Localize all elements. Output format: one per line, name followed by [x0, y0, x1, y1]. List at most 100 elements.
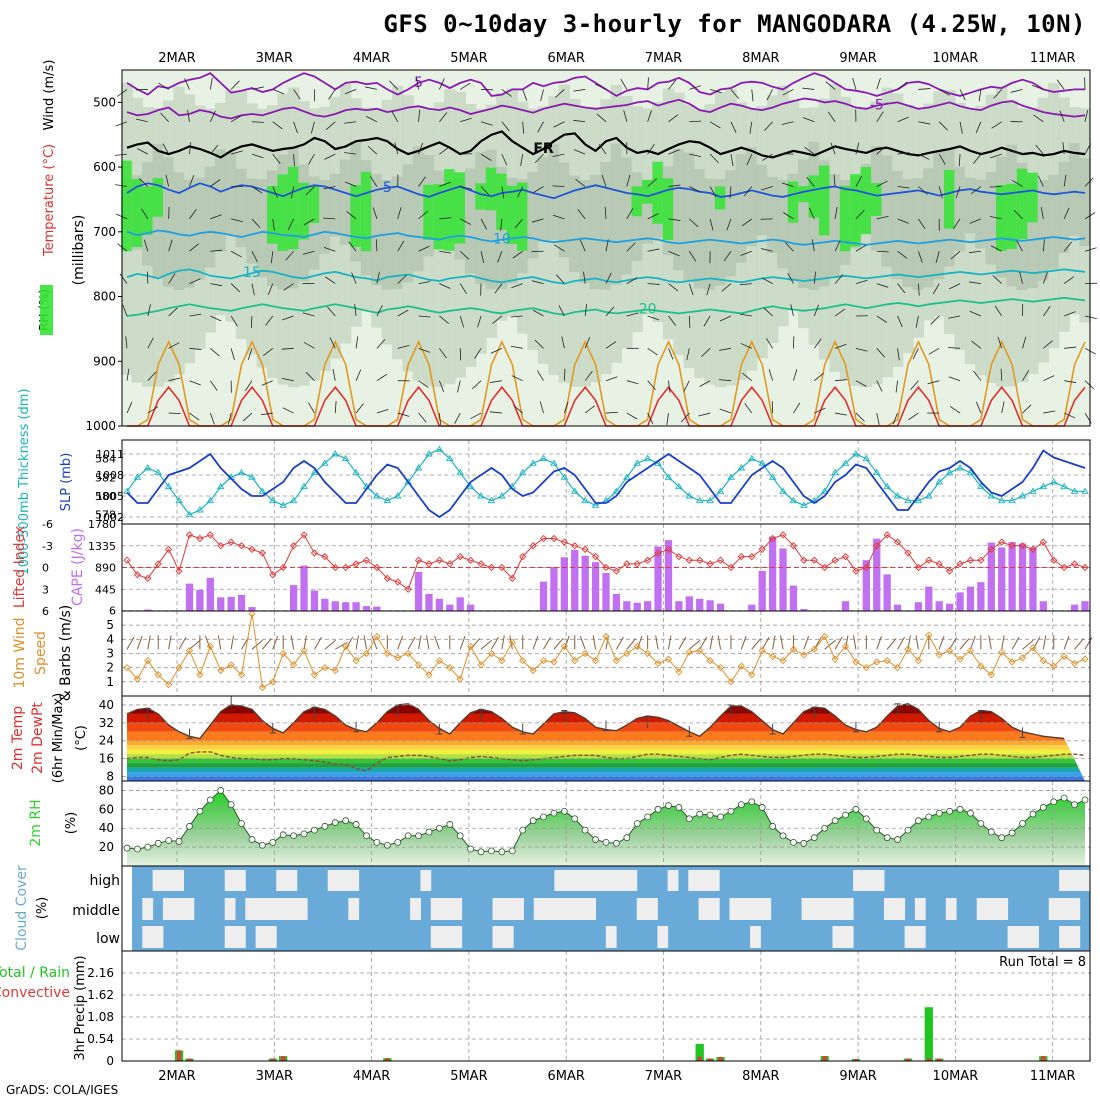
upper-wind-barb — [281, 378, 294, 382]
wind-speed-point — [175, 664, 183, 672]
rh-point — [352, 821, 360, 828]
upper-wind-barb — [1019, 271, 1023, 284]
rh-point — [685, 815, 693, 823]
thickness-point — [935, 478, 944, 485]
wind-speed-point — [165, 681, 173, 689]
cape-bar — [466, 604, 475, 611]
upper-wind-barb — [143, 239, 149, 252]
upper-wind-barb — [367, 145, 378, 155]
surface-wind-barb — [1063, 635, 1070, 650]
upper-wind-barb — [688, 283, 694, 296]
rh-point — [290, 832, 298, 840]
page-title: GFS 0~10day 3-hourly for MANGODARA (4.25… — [383, 10, 1086, 38]
rh-shade-green — [943, 169, 956, 229]
cloud-cell — [245, 898, 257, 920]
lifted-index-point — [893, 538, 902, 546]
rh-point — [904, 826, 912, 834]
upper-wind-barb — [626, 412, 638, 420]
lifted-index-point — [987, 545, 995, 554]
cloud-cell — [224, 898, 236, 920]
lifted-index-point — [768, 534, 777, 543]
precip-convective-bar — [708, 1058, 713, 1061]
rh-point — [165, 837, 173, 844]
lifted-tick-label: -3 — [42, 540, 53, 553]
cloud-cell — [976, 898, 988, 920]
upper-wind-barb — [710, 89, 722, 94]
thickness-point — [768, 473, 777, 480]
surface-wind-barb — [491, 636, 499, 650]
rh-point — [800, 839, 808, 847]
upper-wind-barb — [354, 304, 357, 317]
upper-wind-barb — [827, 111, 836, 123]
upper-wind-barb — [293, 121, 298, 134]
cloud-cell — [822, 898, 833, 920]
upper-wind-barb — [910, 380, 919, 391]
upper-wind-barb — [323, 217, 336, 220]
wind-speed-point — [654, 659, 662, 668]
thickness-point — [144, 464, 152, 471]
upper-wind-barb — [376, 339, 386, 349]
upper-wind-barb — [439, 146, 450, 155]
cloud-cell — [224, 870, 236, 891]
upper-wind-barb — [876, 380, 883, 392]
upper-wind-barb — [1063, 174, 1067, 187]
rh-shade-green — [850, 174, 862, 247]
cloud-cell — [863, 870, 875, 891]
upper-wind-barb — [918, 251, 923, 263]
upper-wind-barb — [272, 186, 278, 198]
wind-speed-point — [612, 656, 621, 665]
upper-wind-barb — [598, 143, 607, 155]
upper-wind-barb — [990, 153, 1002, 159]
cloud-cell — [554, 870, 566, 891]
wind-speed-point — [1060, 652, 1068, 660]
rh-shade-dark — [1027, 175, 1039, 289]
wind-speed-point — [1081, 655, 1089, 663]
upper-wind-barb — [418, 245, 430, 252]
wind-speed-point — [331, 666, 339, 675]
upper-wind-barb — [703, 315, 711, 327]
upper-wind-barb — [418, 315, 431, 318]
upper-wind-barb — [768, 369, 773, 381]
cloud-cell — [430, 898, 442, 920]
upper-wind-barb — [1010, 150, 1023, 155]
cloud-cell — [1059, 926, 1070, 948]
upper-wind-barb — [302, 312, 315, 317]
cape-bar — [862, 560, 870, 611]
surface-wind-barb — [988, 635, 992, 650]
cape-bar — [227, 596, 235, 611]
rh-shade-green — [298, 182, 310, 240]
upper-wind-barb — [647, 77, 649, 90]
surface-wind-barb — [852, 635, 857, 650]
lifted-index-point — [279, 563, 287, 572]
surface-wind-barb — [434, 635, 440, 650]
lifted-index-point — [571, 542, 579, 550]
rh-shade-dark — [371, 173, 383, 286]
cape-bar — [550, 567, 558, 611]
upper-wind-barb — [250, 315, 253, 328]
surface-wind-barb — [915, 635, 919, 650]
upper-wind-barb — [668, 348, 674, 360]
surface-wind-barb — [290, 635, 295, 650]
precip-tick-label: 0 — [106, 1054, 114, 1068]
cloud-cell — [853, 870, 864, 891]
thickness-point — [893, 492, 902, 499]
upper-wind-barb — [366, 115, 378, 123]
upper-wind-barb — [418, 281, 431, 284]
upper-wind-barb — [647, 178, 657, 187]
upper-wind-barb — [418, 142, 424, 155]
upper-wind-barb — [719, 315, 732, 322]
lifted-index-point — [821, 563, 829, 572]
cloud-cell — [276, 898, 288, 920]
lifted-index-point — [373, 563, 381, 572]
upper-wind-barb — [746, 153, 753, 166]
wind-speed-point — [196, 671, 204, 679]
bottom-date-label: 8MAR — [742, 1069, 779, 1084]
cloud-cell — [688, 870, 700, 891]
upper-wind-barb — [1035, 144, 1044, 155]
upper-wind-barb — [897, 218, 909, 224]
lifted-index-point — [154, 560, 162, 568]
wind-speed-point — [591, 656, 600, 665]
wind-axis-label: Wind (m/s) — [42, 60, 57, 131]
upper-wind-barb — [749, 121, 753, 134]
temp-contour-line — [126, 97, 1086, 120]
